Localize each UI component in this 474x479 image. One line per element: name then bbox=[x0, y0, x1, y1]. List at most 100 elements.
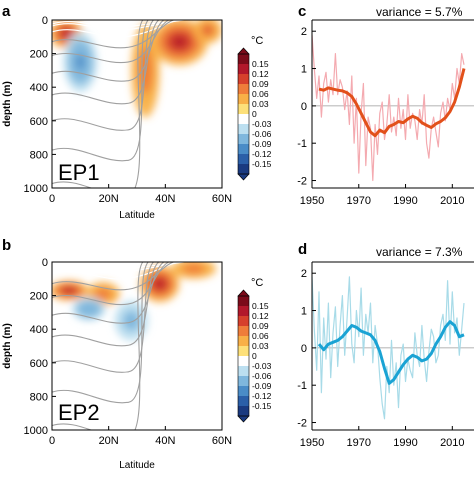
colorbar-tick-label: 0 bbox=[252, 109, 257, 119]
y-tick-label: 200 bbox=[30, 291, 48, 303]
anomaly-region bbox=[188, 266, 200, 272]
isotherm-line bbox=[52, 262, 144, 430]
colorbar-segment bbox=[238, 356, 249, 367]
x-tick-label: 40N bbox=[155, 435, 175, 447]
smoothed-series-line bbox=[318, 68, 466, 138]
panel-letter: b bbox=[2, 237, 11, 254]
y-tick-label: 400 bbox=[30, 324, 48, 336]
y-tick-label: 200 bbox=[30, 49, 48, 61]
colorbar-segment bbox=[238, 124, 249, 135]
colorbar-segment bbox=[238, 134, 249, 145]
anomaly-region bbox=[64, 288, 74, 294]
x-tick-label: 20N bbox=[99, 193, 119, 205]
colorbar-segment bbox=[238, 296, 249, 307]
colorbar-tick-label: 0.06 bbox=[252, 331, 269, 341]
x-tick-label: 1950 bbox=[300, 437, 324, 449]
y-tick-label: -1 bbox=[297, 138, 307, 150]
x-axis-label: Latitude bbox=[119, 210, 155, 221]
isotherm-line bbox=[52, 20, 144, 188]
colorbar-segment bbox=[238, 64, 249, 75]
anomaly-region bbox=[172, 35, 187, 48]
x-tick-label: 0 bbox=[49, 435, 55, 447]
variance-label: variance = 7.3% bbox=[376, 245, 463, 259]
isotherm-line bbox=[52, 20, 155, 131]
colorbar-segment bbox=[238, 366, 249, 377]
panel-letter: a bbox=[2, 3, 11, 20]
y-tick-label: -2 bbox=[297, 176, 307, 188]
x-tick-label: 60N bbox=[212, 435, 232, 447]
panel-letter: c bbox=[298, 3, 306, 20]
y-axis-label: depth (m) bbox=[2, 323, 13, 369]
colorbar-top-cap bbox=[237, 289, 250, 297]
series-lines bbox=[312, 276, 474, 420]
colorbar-tick-label: 0.15 bbox=[252, 59, 269, 69]
colorbar-tick-label: -0.03 bbox=[252, 361, 272, 371]
time-series-panel-d: d variance = 7.3% -2 -1 0 1 2 1950 1970 1990 201… bbox=[297, 241, 474, 449]
mode-label: EP1 bbox=[58, 160, 100, 185]
y-tick-label: 800 bbox=[30, 149, 48, 161]
colorbar-tick-label: -0.06 bbox=[252, 371, 272, 381]
variance-label: variance = 5.7% bbox=[376, 5, 463, 19]
y-tick-label: 0 bbox=[42, 257, 48, 269]
x-tick-label: 2010 bbox=[440, 195, 464, 207]
axes: -2 -1 0 1 2 1950 1970 1990 2010 bbox=[297, 261, 474, 449]
plot-frame bbox=[51, 19, 223, 189]
colorbar-segment bbox=[238, 144, 249, 155]
colorbar-tick-label: 0.15 bbox=[252, 301, 269, 311]
plot-frame bbox=[51, 261, 223, 431]
smoothed-series-line bbox=[317, 320, 465, 385]
isotherm-line bbox=[52, 262, 171, 306]
colorbar-segment bbox=[238, 336, 249, 347]
colorbar-tick-label: -0.03 bbox=[252, 119, 272, 129]
y-tick-label: -2 bbox=[297, 418, 307, 430]
colorbar-segment bbox=[238, 316, 249, 327]
axes: -2 -1 0 1 2 1950 1970 1990 2010 bbox=[297, 19, 474, 207]
y-tick-label: 1000 bbox=[24, 183, 48, 195]
colorbar-segment bbox=[238, 154, 249, 165]
colorbar-tick-label: -0.09 bbox=[252, 139, 272, 149]
axes: 0 20N 40N 60N 0 200 400 600 800 1000 bbox=[24, 15, 233, 205]
y-tick-label: 1000 bbox=[24, 425, 48, 437]
x-tick-label: 1950 bbox=[300, 195, 324, 207]
isotherm-line bbox=[52, 20, 161, 105]
isotherm-line bbox=[52, 262, 150, 404]
x-tick-label: 1970 bbox=[347, 195, 371, 207]
y-tick-label: 0 bbox=[301, 343, 307, 355]
depth-latitude-panel-ep2: b 0 20N 40N 60N 0 200 400 600 800 1000 EP2 Latitu… bbox=[2, 237, 232, 471]
isotherm-contours bbox=[52, 262, 189, 430]
y-tick-label: 2 bbox=[301, 26, 307, 38]
x-tick-label: 1970 bbox=[347, 437, 371, 449]
colorbar-tick-label: -0.12 bbox=[252, 149, 272, 159]
annual-series-line bbox=[312, 34, 465, 182]
y-tick-label: 600 bbox=[30, 116, 48, 128]
colorbar-segment bbox=[238, 74, 249, 85]
y-tick-label: 600 bbox=[30, 358, 48, 370]
colorbar-tick-label: 0.03 bbox=[252, 341, 269, 351]
colorbar-segment bbox=[238, 84, 249, 95]
colorbar-segment bbox=[238, 346, 249, 357]
series-lines bbox=[312, 34, 474, 182]
isotherm-line bbox=[52, 20, 166, 82]
y-tick-label: 0 bbox=[301, 101, 307, 113]
colorbar-segment bbox=[238, 306, 249, 317]
y-tick-label: 1 bbox=[301, 306, 307, 318]
isotherm-contours bbox=[52, 20, 189, 188]
anomaly-region bbox=[204, 26, 212, 34]
y-tick-label: 800 bbox=[30, 391, 48, 403]
axes: 0 20N 40N 60N 0 200 400 600 800 1000 bbox=[24, 257, 233, 447]
colorbar-tick-label: -0.12 bbox=[252, 391, 272, 401]
colorbar-bottom-cap bbox=[237, 415, 250, 423]
x-tick-label: 1990 bbox=[393, 195, 417, 207]
colorbar-frame bbox=[237, 53, 250, 175]
colorbar-a: °C0.150.120.090.060.030-0.03-0.06-0.09-0… bbox=[237, 35, 272, 181]
x-axis-label: Latitude bbox=[119, 460, 155, 471]
colorbar-segment bbox=[238, 164, 249, 175]
depth-latitude-panel-ep1: a 0 20N 40N 60N 0 200 400 600 800 1000 EP1 Latitu… bbox=[2, 3, 232, 221]
isotherm-line bbox=[52, 20, 175, 49]
colorbar-tick-label: 0.12 bbox=[252, 311, 269, 321]
isotherm-line bbox=[52, 262, 155, 373]
anomaly-region bbox=[98, 290, 108, 297]
y-tick-label: 2 bbox=[301, 268, 307, 280]
anomaly-region bbox=[154, 279, 165, 289]
